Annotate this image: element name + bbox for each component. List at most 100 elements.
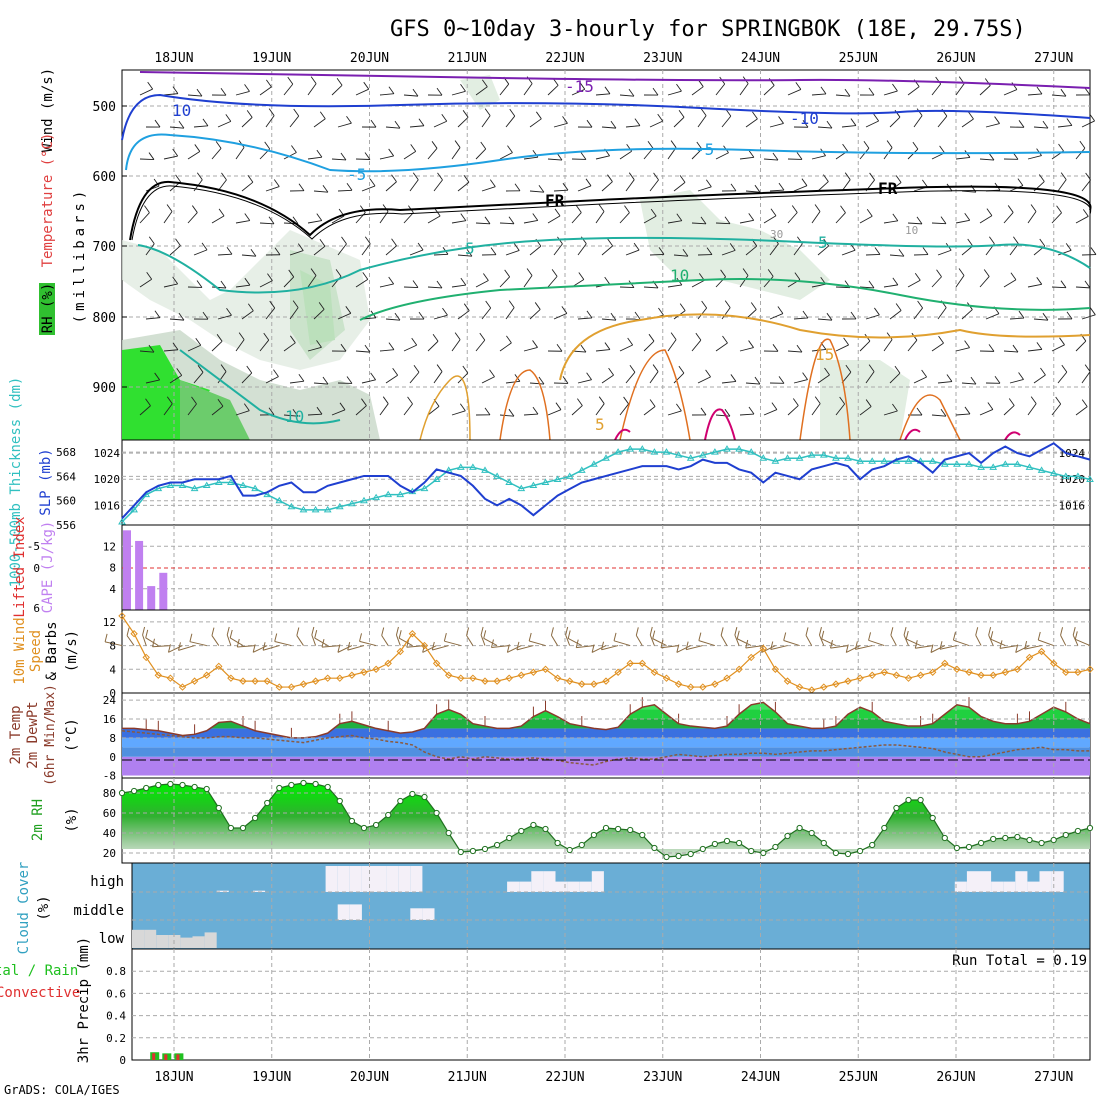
wind-barb-shaft (937, 249, 952, 256)
thickness-line (121, 448, 1091, 523)
thickness-marker (638, 445, 647, 452)
rh-marker (1074, 827, 1082, 835)
rh-marker (784, 832, 791, 840)
wind-barb-shaft (1051, 344, 1065, 352)
wind-speed-marker (650, 668, 659, 676)
wind-barb-flag (802, 372, 808, 380)
contour-label: 10 (172, 101, 191, 120)
thickness-marker (287, 502, 296, 510)
wind-barb-shaft (265, 186, 280, 192)
wind-barb-shaft (793, 317, 808, 320)
rh-marker (602, 824, 610, 832)
thickness-marker (227, 478, 235, 485)
rh-marker (348, 817, 355, 825)
wind-barb-shaft (289, 307, 299, 320)
surface-wind-barb (805, 635, 813, 646)
surface-wind-barb (635, 635, 643, 646)
wind-barb-shaft (1081, 371, 1091, 384)
wind-barb-flag (442, 307, 448, 316)
wind-barb-shaft (457, 254, 472, 257)
wind-barb-shaft (193, 125, 208, 128)
wind-barb-shaft (211, 215, 225, 224)
wind-barb-flag (577, 398, 583, 406)
lifted-index-tick: 6 (33, 602, 40, 615)
rh-marker (360, 824, 368, 832)
wind-barb-flag (291, 145, 297, 153)
contour-label: 30 (770, 228, 783, 241)
wind-barb-shaft (307, 156, 322, 160)
wind-barb-flag (148, 236, 155, 244)
wind-barb-shaft (571, 405, 583, 416)
wind-speed-marker (638, 659, 647, 668)
lifted-index-tick: 0 (33, 562, 40, 575)
wind-barb-flag (484, 108, 491, 116)
wind-barb-flag (437, 172, 443, 181)
wind-barb-shaft (673, 182, 686, 192)
thickness-marker (1086, 475, 1094, 482)
wind-barb-shaft (379, 349, 394, 352)
bottom-date-label: 27JUN (1034, 1070, 1073, 1085)
precip-convective-bar (152, 1053, 156, 1060)
wind-barb-flag (840, 205, 846, 213)
wind-barb-shaft (523, 347, 538, 352)
wind-barb-flag (462, 365, 469, 374)
surface-wind-barb-flag (783, 632, 787, 641)
thickness-marker (735, 445, 743, 452)
wind-barb-shaft (313, 309, 325, 320)
wind-barb-flag (322, 376, 329, 385)
wind-barb-shaft (451, 339, 461, 352)
wind-barb-flag (658, 307, 664, 316)
wind-barb-shaft (619, 212, 630, 224)
cloud-bar (591, 871, 604, 892)
wind-barb-flag (246, 110, 253, 118)
wind-barb-flag (561, 306, 568, 314)
wind-barb-shaft (283, 342, 296, 352)
wind-barb-flag (1036, 86, 1043, 95)
contour-freezing (129, 180, 1092, 241)
wind-barb-flag (916, 407, 923, 416)
wind-barb-shaft (163, 403, 173, 416)
wind-barb-shaft (937, 115, 948, 128)
wind-barb-shaft (1081, 120, 1095, 128)
wind-barb-flag (508, 300, 515, 308)
wind-barb-flag (410, 144, 417, 152)
wind-barb-flag (220, 364, 227, 372)
wind-barb-flag (623, 396, 629, 405)
surface-wind-barb-flag (1074, 631, 1078, 640)
thickness-marker (819, 451, 828, 458)
surface-wind-barb-flag (490, 639, 494, 648)
wind-barb-flag (556, 343, 563, 352)
rh-marker (494, 841, 501, 849)
wind-barb-shaft (265, 115, 275, 128)
wind-speed-marker (795, 683, 804, 691)
temp-band (122, 747, 1090, 757)
thickness-marker (178, 481, 187, 489)
surface-wind-barb (347, 645, 365, 651)
wind-barb-shaft (547, 215, 561, 224)
surface-wind-barb-flag (1037, 631, 1041, 641)
wind-barb-shaft (1033, 318, 1048, 321)
wind-barb-flag (647, 140, 654, 149)
wind-barb-flag (586, 372, 592, 380)
wind-barb-flag (484, 216, 491, 225)
wind-barb-shaft (265, 376, 279, 384)
wind-barb-shaft (289, 250, 304, 256)
wind-barb-flag (463, 303, 470, 311)
cloud-bar (519, 881, 532, 892)
wind-barb-flag (869, 172, 875, 181)
wind-barb-flag (676, 403, 682, 412)
wind-barb-shaft (571, 212, 582, 224)
wind-barb-shaft (379, 403, 389, 416)
wind-barb-shaft (481, 376, 495, 384)
cloud-bar (192, 936, 205, 948)
wind-barb-flag (575, 205, 582, 213)
wind-barb-flag (678, 365, 685, 374)
wind-barb-shaft (835, 344, 849, 352)
slp-line (121, 442, 1091, 520)
wind-barb-shaft (691, 86, 704, 96)
wind-barb-flag (987, 402, 994, 410)
wind-barb-shaft (289, 115, 300, 128)
wind-barb-shaft (673, 254, 688, 257)
cloud-unit-label: (%) (36, 895, 52, 920)
rh-marker (796, 824, 803, 832)
